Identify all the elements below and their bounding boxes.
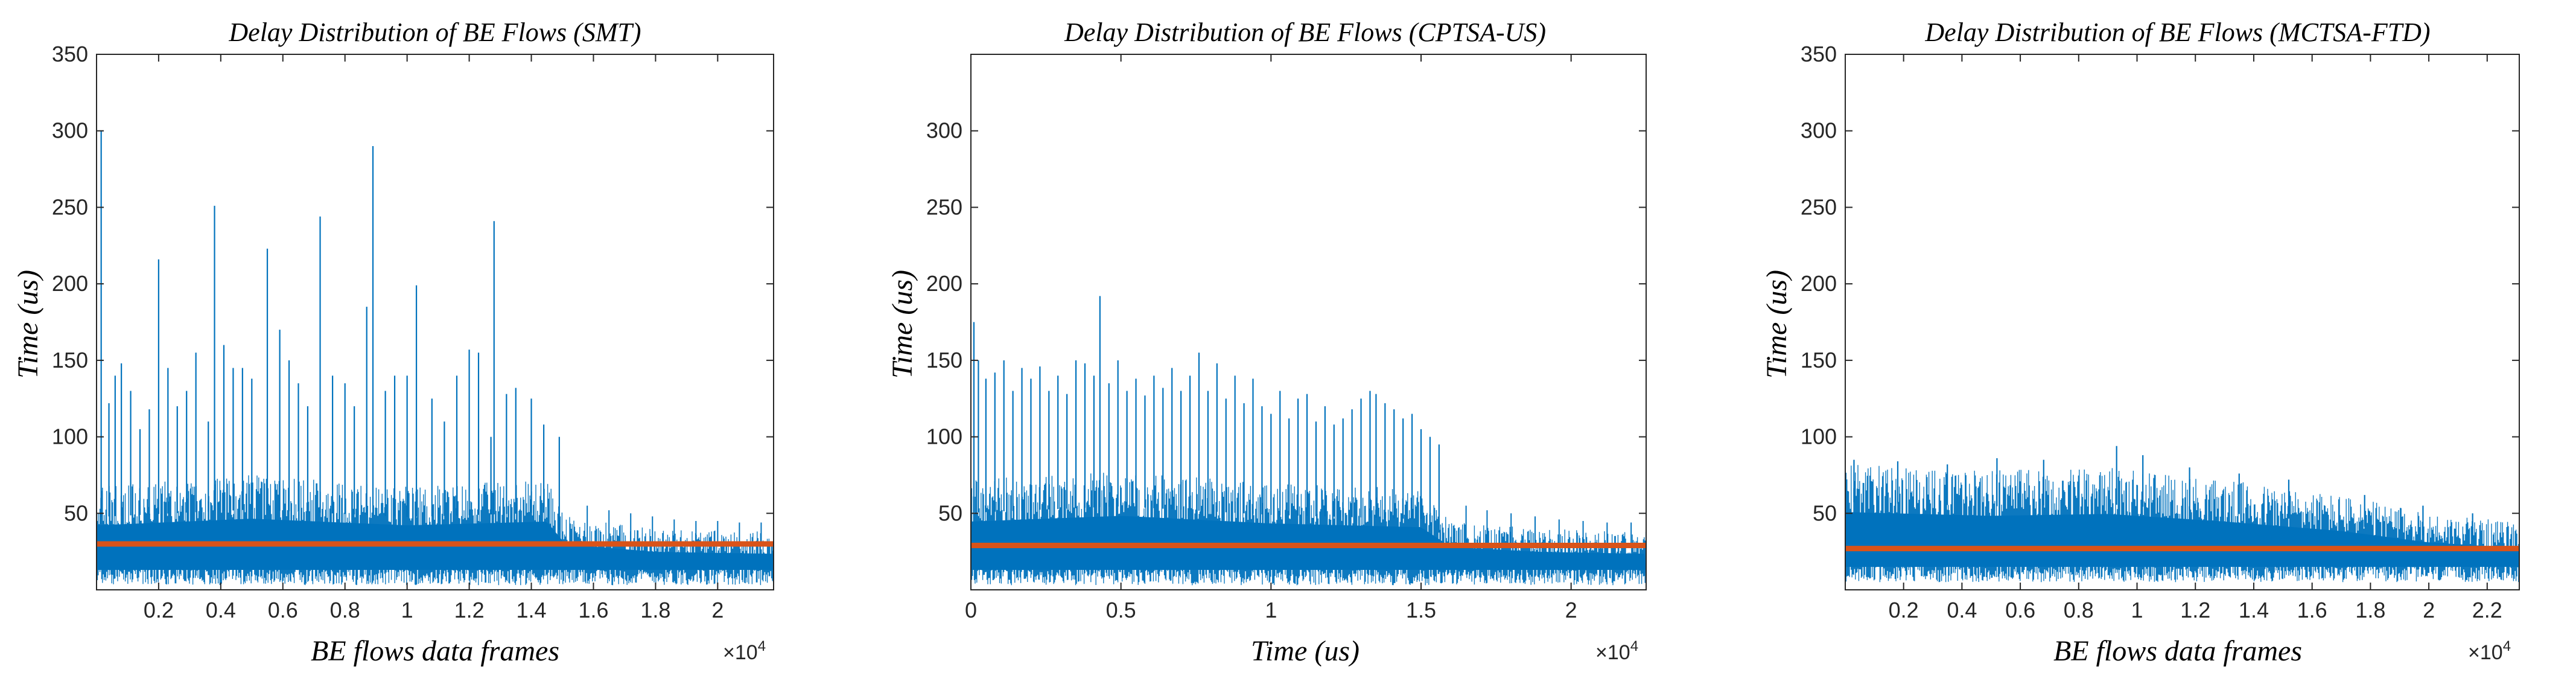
y-tick-label-cptsa-us-4: 250 — [926, 194, 962, 219]
x-tick-label-mctsa-ftd-4: 1 — [2131, 598, 2143, 622]
x-tick-label-mctsa-ftd-1: 0.4 — [1947, 598, 1977, 622]
y-tick-label-smt-5: 300 — [52, 118, 88, 143]
x-tick-label-mctsa-ftd-10: 2.2 — [2472, 598, 2502, 622]
chart-title-cptsa-us: Delay Distribution of BE Flows (CPTSA-US… — [1064, 18, 1546, 47]
y-tick-label-cptsa-us-3: 200 — [926, 271, 962, 296]
y-tick-label-mctsa-ftd-1: 100 — [1801, 424, 1837, 449]
x-multiplier-cptsa-us: ×104 — [1595, 638, 1638, 664]
y-axis-label-smt: Time (us) — [12, 270, 44, 379]
y-tick-label-cptsa-us-2: 150 — [926, 348, 962, 372]
x-tick-label-cptsa-us-4: 2 — [1565, 598, 1577, 622]
x-tick-label-smt-0: 0.2 — [144, 598, 174, 622]
chart-panel-cptsa-us: Delay Distribution of BE Flows (CPTSA-US… — [886, 18, 1647, 667]
axes-frame-smt — [96, 54, 774, 590]
y-tick-label-smt-0: 50 — [64, 500, 88, 525]
x-tick-label-smt-4: 1 — [401, 598, 413, 622]
y-tick-label-mctsa-ftd-5: 300 — [1801, 118, 1837, 143]
plot-area-mctsa-ftd: 0.2 0.4 0.6 0.8 1 1.2 1.4 1.6 1.8 2 2.2 50 100 150 200… — [1801, 42, 2520, 622]
y-tick-label-smt-4: 250 — [52, 194, 88, 219]
x-tick-label-smt-6: 1.4 — [517, 598, 547, 622]
y-axis-label-cptsa-us: Time (us) — [886, 270, 918, 379]
y-tick-label-cptsa-us-5: 300 — [926, 118, 962, 143]
plot-data-cptsa-us — [971, 296, 1646, 586]
y-tick-label-cptsa-us-1: 100 — [926, 424, 962, 449]
x-tick-label-smt-9: 2 — [711, 598, 724, 622]
chart-panel-smt: Delay Distribution of BE Flows (SMT) Tim… — [12, 18, 774, 667]
y-tick-label-cptsa-us-0: 50 — [938, 500, 962, 525]
plot-data-mctsa-ftd — [1845, 446, 2519, 583]
y-tick-label-smt-1: 100 — [52, 424, 88, 449]
x-tick-label-smt-7: 1.6 — [578, 598, 608, 622]
x-tick-label-smt-3: 0.8 — [330, 598, 360, 622]
x-multiplier-mctsa-ftd: ×104 — [2468, 638, 2511, 664]
x-tick-label-mctsa-ftd-2: 0.6 — [2005, 598, 2035, 622]
x-tick-label-cptsa-us-0: 0 — [965, 598, 977, 622]
chart-panel-mctsa-ftd: Delay Distribution of BE Flows (MCTSA-FT… — [1761, 18, 2520, 667]
y-tick-label-smt-3: 200 — [52, 271, 88, 296]
x-tick-label-smt-2: 0.6 — [268, 598, 298, 622]
x-tick-label-smt-5: 1.2 — [454, 598, 485, 622]
y-tick-label-mctsa-ftd-4: 250 — [1801, 194, 1837, 219]
chart-title-mctsa-ftd: Delay Distribution of BE Flows (MCTSA-FT… — [1924, 18, 2430, 47]
x-tick-label-mctsa-ftd-5: 1.2 — [2180, 598, 2210, 622]
x-tick-label-mctsa-ftd-6: 1.4 — [2239, 598, 2269, 622]
y-tick-label-mctsa-ftd-2: 150 — [1801, 348, 1837, 372]
plot-data-smt — [97, 130, 774, 586]
delay-core-mctsa-ftd — [1845, 512, 2519, 567]
axes-frame-mctsa-ftd — [1845, 54, 2520, 590]
x-tick-label-smt-8: 1.8 — [640, 598, 670, 622]
x-axis-label-smt: BE flows data frames — [311, 635, 559, 667]
y-axis-label-mctsa-ftd: Time (us) — [1761, 270, 1793, 379]
x-tick-label-mctsa-ftd-7: 1.6 — [2297, 598, 2327, 622]
x-tick-label-smt-1: 0.4 — [206, 598, 236, 622]
x-tick-label-cptsa-us-3: 1.5 — [1406, 598, 1436, 622]
x-axis-label-mctsa-ftd: BE flows data frames — [2053, 635, 2302, 667]
y-tick-label-smt-2: 150 — [52, 348, 88, 372]
chart-title-smt: Delay Distribution of BE Flows (SMT) — [228, 18, 641, 47]
x-tick-label-mctsa-ftd-0: 0.2 — [1889, 598, 1919, 622]
axes-frame-cptsa-us — [970, 54, 1647, 590]
x-tick-label-cptsa-us-2: 1 — [1265, 598, 1277, 622]
y-tick-label-mctsa-ftd-0: 50 — [1813, 500, 1837, 525]
x-tick-label-mctsa-ftd-9: 2 — [2423, 598, 2435, 622]
x-tick-label-mctsa-ftd-8: 1.8 — [2355, 598, 2385, 622]
y-tick-label-mctsa-ftd-6: 350 — [1801, 42, 1837, 66]
plot-area-smt: 0.2 0.4 0.6 0.8 1 1.2 1.4 1.6 1.8 250100150200250… — [52, 42, 774, 622]
x-tick-label-cptsa-us-1: 0.5 — [1106, 598, 1136, 622]
x-tick-label-mctsa-ftd-3: 0.8 — [2064, 598, 2094, 622]
y-tick-label-mctsa-ftd-3: 200 — [1801, 271, 1837, 296]
x-axis-label-cptsa-us: Time (us) — [1251, 635, 1360, 667]
y-tick-label-smt-6: 350 — [52, 42, 88, 66]
x-multiplier-smt: ×104 — [723, 638, 766, 664]
